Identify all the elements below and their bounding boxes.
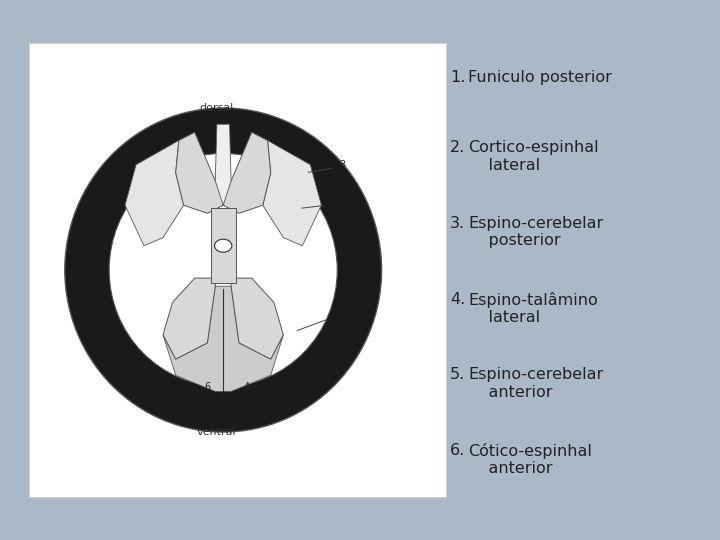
Polygon shape: [125, 140, 184, 246]
Text: 1.: 1.: [450, 70, 465, 85]
Text: ventral: ventral: [196, 427, 236, 437]
Circle shape: [215, 239, 232, 252]
Text: 1: 1: [211, 108, 217, 118]
Text: Espino-cerebelar
    anterior: Espino-cerebelar anterior: [468, 367, 603, 400]
Text: dorsal: dorsal: [199, 103, 233, 113]
Text: 4.: 4.: [450, 292, 465, 307]
Text: 6: 6: [204, 382, 210, 392]
Text: Cótico-espinhal
    anterior: Cótico-espinhal anterior: [468, 443, 592, 476]
Ellipse shape: [109, 153, 337, 387]
Text: Espino-talâmino
    lateral: Espino-talâmino lateral: [468, 292, 598, 325]
Polygon shape: [163, 278, 215, 359]
Text: 2: 2: [331, 200, 337, 210]
Text: 6.: 6.: [450, 443, 465, 458]
Text: 3: 3: [339, 160, 345, 170]
Polygon shape: [231, 278, 284, 359]
Polygon shape: [223, 132, 271, 213]
Polygon shape: [210, 208, 236, 283]
Text: 2.: 2.: [450, 140, 465, 156]
Text: 5.: 5.: [450, 367, 465, 382]
Text: 5: 5: [334, 317, 341, 327]
Polygon shape: [263, 140, 321, 246]
Polygon shape: [163, 286, 284, 391]
Polygon shape: [176, 132, 223, 213]
Text: 4: 4: [244, 382, 250, 392]
Text: 1: 1: [230, 108, 235, 118]
Polygon shape: [215, 124, 231, 205]
FancyBboxPatch shape: [29, 43, 446, 497]
Ellipse shape: [65, 108, 382, 432]
Text: Funiculo posterior: Funiculo posterior: [468, 70, 612, 85]
Text: Cortico-espinhal
    lateral: Cortico-espinhal lateral: [468, 140, 598, 173]
Text: 3.: 3.: [450, 216, 465, 231]
Text: Espino-cerebelar
    posterior: Espino-cerebelar posterior: [468, 216, 603, 248]
